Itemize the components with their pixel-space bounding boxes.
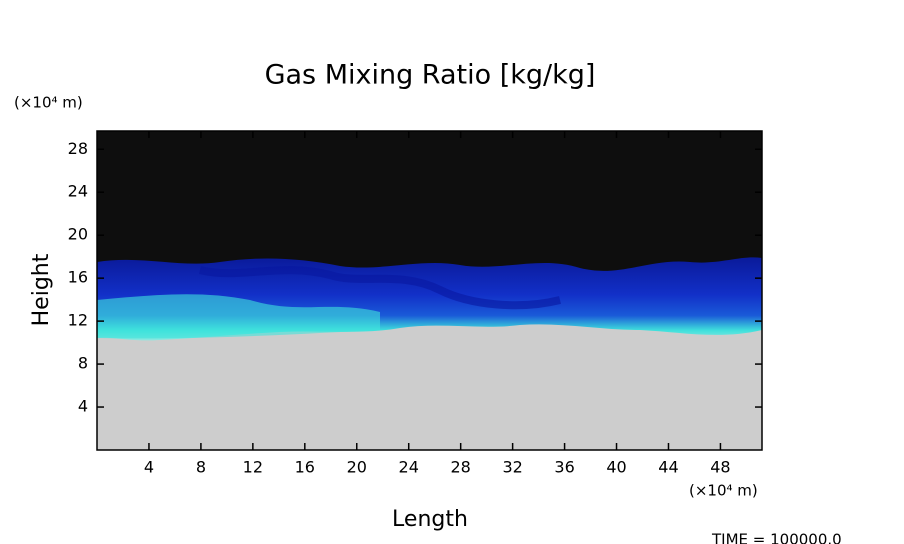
y-tick-label: 4 [78, 397, 88, 416]
x-tick-label: 28 [450, 458, 470, 477]
y-tick-label: 28 [68, 139, 88, 158]
x-tick-label: 12 [243, 458, 263, 477]
y-tick-label: 8 [78, 354, 88, 373]
time-label: TIME = 100000.0 [711, 531, 842, 544]
y-tick-label: 20 [68, 225, 88, 244]
x-tick-label: 48 [710, 458, 730, 477]
y-unit: (×10⁴ m) [14, 94, 83, 112]
y-tick-label: 24 [68, 182, 88, 201]
x-axis-label: Length [392, 507, 468, 532]
x-tick-label: 44 [658, 458, 678, 477]
x-tick-label: 20 [347, 458, 367, 477]
y-tick-label: 16 [68, 268, 88, 287]
x-tick-label: 16 [295, 458, 315, 477]
x-tick-label: 8 [196, 458, 206, 477]
x-tick-label: 36 [554, 458, 574, 477]
plot-frame [96, 130, 763, 451]
x-tick-label: 40 [606, 458, 626, 477]
x-tick-label: 32 [502, 458, 522, 477]
x-unit: (×10⁴ m) [689, 482, 758, 500]
field-image [97, 131, 762, 450]
chart-title: Gas Mixing Ratio [kg/kg] [265, 60, 596, 91]
x-tick-label: 4 [144, 458, 154, 477]
y-tick-label: 12 [68, 311, 88, 330]
x-tick-label: 24 [399, 458, 419, 477]
y-axis-label: Height [29, 253, 54, 326]
